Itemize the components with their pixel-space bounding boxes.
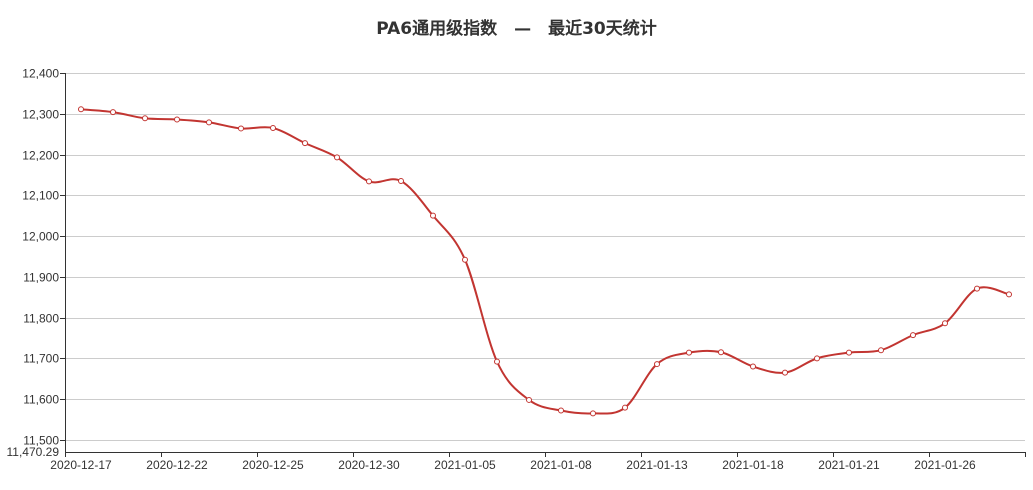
- x-tick-label: 2021-01-08: [530, 458, 592, 472]
- data-point[interactable]: [942, 320, 948, 327]
- grid-lines: [65, 73, 1025, 441]
- data-point[interactable]: [78, 106, 84, 113]
- data-point[interactable]: [718, 349, 724, 356]
- y-tick-label: 12,000: [22, 230, 59, 244]
- data-point[interactable]: [878, 347, 884, 354]
- data-point[interactable]: [238, 125, 244, 132]
- y-tick-label: 12,200: [22, 149, 59, 163]
- data-point[interactable]: [494, 358, 500, 365]
- x-tick-label: 2021-01-21: [818, 458, 880, 472]
- data-point[interactable]: [142, 115, 148, 122]
- x-tick-label: 2021-01-18: [722, 458, 784, 472]
- data-points: [78, 106, 1012, 417]
- data-point[interactable]: [782, 369, 788, 376]
- chart-title: PA6通用级指数 — 最近30天统计: [376, 19, 657, 39]
- data-point[interactable]: [654, 361, 660, 368]
- data-point[interactable]: [846, 349, 852, 356]
- data-point[interactable]: [270, 125, 276, 132]
- x-tick-label: 2021-01-05: [434, 458, 496, 472]
- data-point[interactable]: [302, 140, 308, 147]
- data-point[interactable]: [910, 332, 916, 339]
- series-line: [80, 108, 1010, 415]
- y-tick-label: 11,900: [23, 271, 59, 285]
- x-tick-label: 2020-12-25: [242, 458, 304, 472]
- y-tick-label: 11,800: [23, 312, 59, 326]
- data-point[interactable]: [974, 285, 980, 292]
- x-tick-label: 2020-12-22: [146, 458, 208, 472]
- y-tick-label: 11,700: [23, 352, 59, 366]
- y-min-label: 11,470.29: [7, 445, 60, 459]
- data-point[interactable]: [686, 349, 692, 356]
- y-tick-label: 12,300: [22, 108, 59, 122]
- data-point[interactable]: [398, 178, 404, 185]
- data-point[interactable]: [590, 410, 596, 417]
- axes: [60, 73, 1026, 457]
- x-tick-label: 2020-12-17: [50, 458, 112, 472]
- series-line-layer: [80, 108, 1010, 415]
- data-point[interactable]: [366, 178, 372, 185]
- data-point[interactable]: [814, 355, 820, 362]
- data-point[interactable]: [206, 119, 212, 126]
- data-point[interactable]: [462, 256, 468, 263]
- data-point[interactable]: [174, 116, 180, 123]
- data-point[interactable]: [1006, 291, 1012, 298]
- y-tick-label: 12,100: [22, 189, 59, 203]
- y-tick-label: 11,500: [23, 434, 59, 448]
- data-point[interactable]: [334, 154, 340, 161]
- tick-labels: 11,500 11,600 11,700 11,800 11,900 12,000 12,1…: [7, 67, 977, 473]
- data-point[interactable]: [622, 404, 628, 411]
- data-point[interactable]: [526, 396, 532, 403]
- y-tick-label: 12,400: [22, 67, 59, 81]
- data-point[interactable]: [558, 407, 564, 414]
- x-tick-label: 2020-12-30: [338, 458, 400, 472]
- data-point[interactable]: [110, 109, 116, 116]
- x-tick-label: 2021-01-13: [626, 458, 688, 472]
- data-point[interactable]: [750, 363, 756, 370]
- data-point[interactable]: [430, 212, 436, 219]
- x-tick-label: 2021-01-26: [914, 458, 976, 472]
- y-tick-label: 11,600: [23, 393, 59, 407]
